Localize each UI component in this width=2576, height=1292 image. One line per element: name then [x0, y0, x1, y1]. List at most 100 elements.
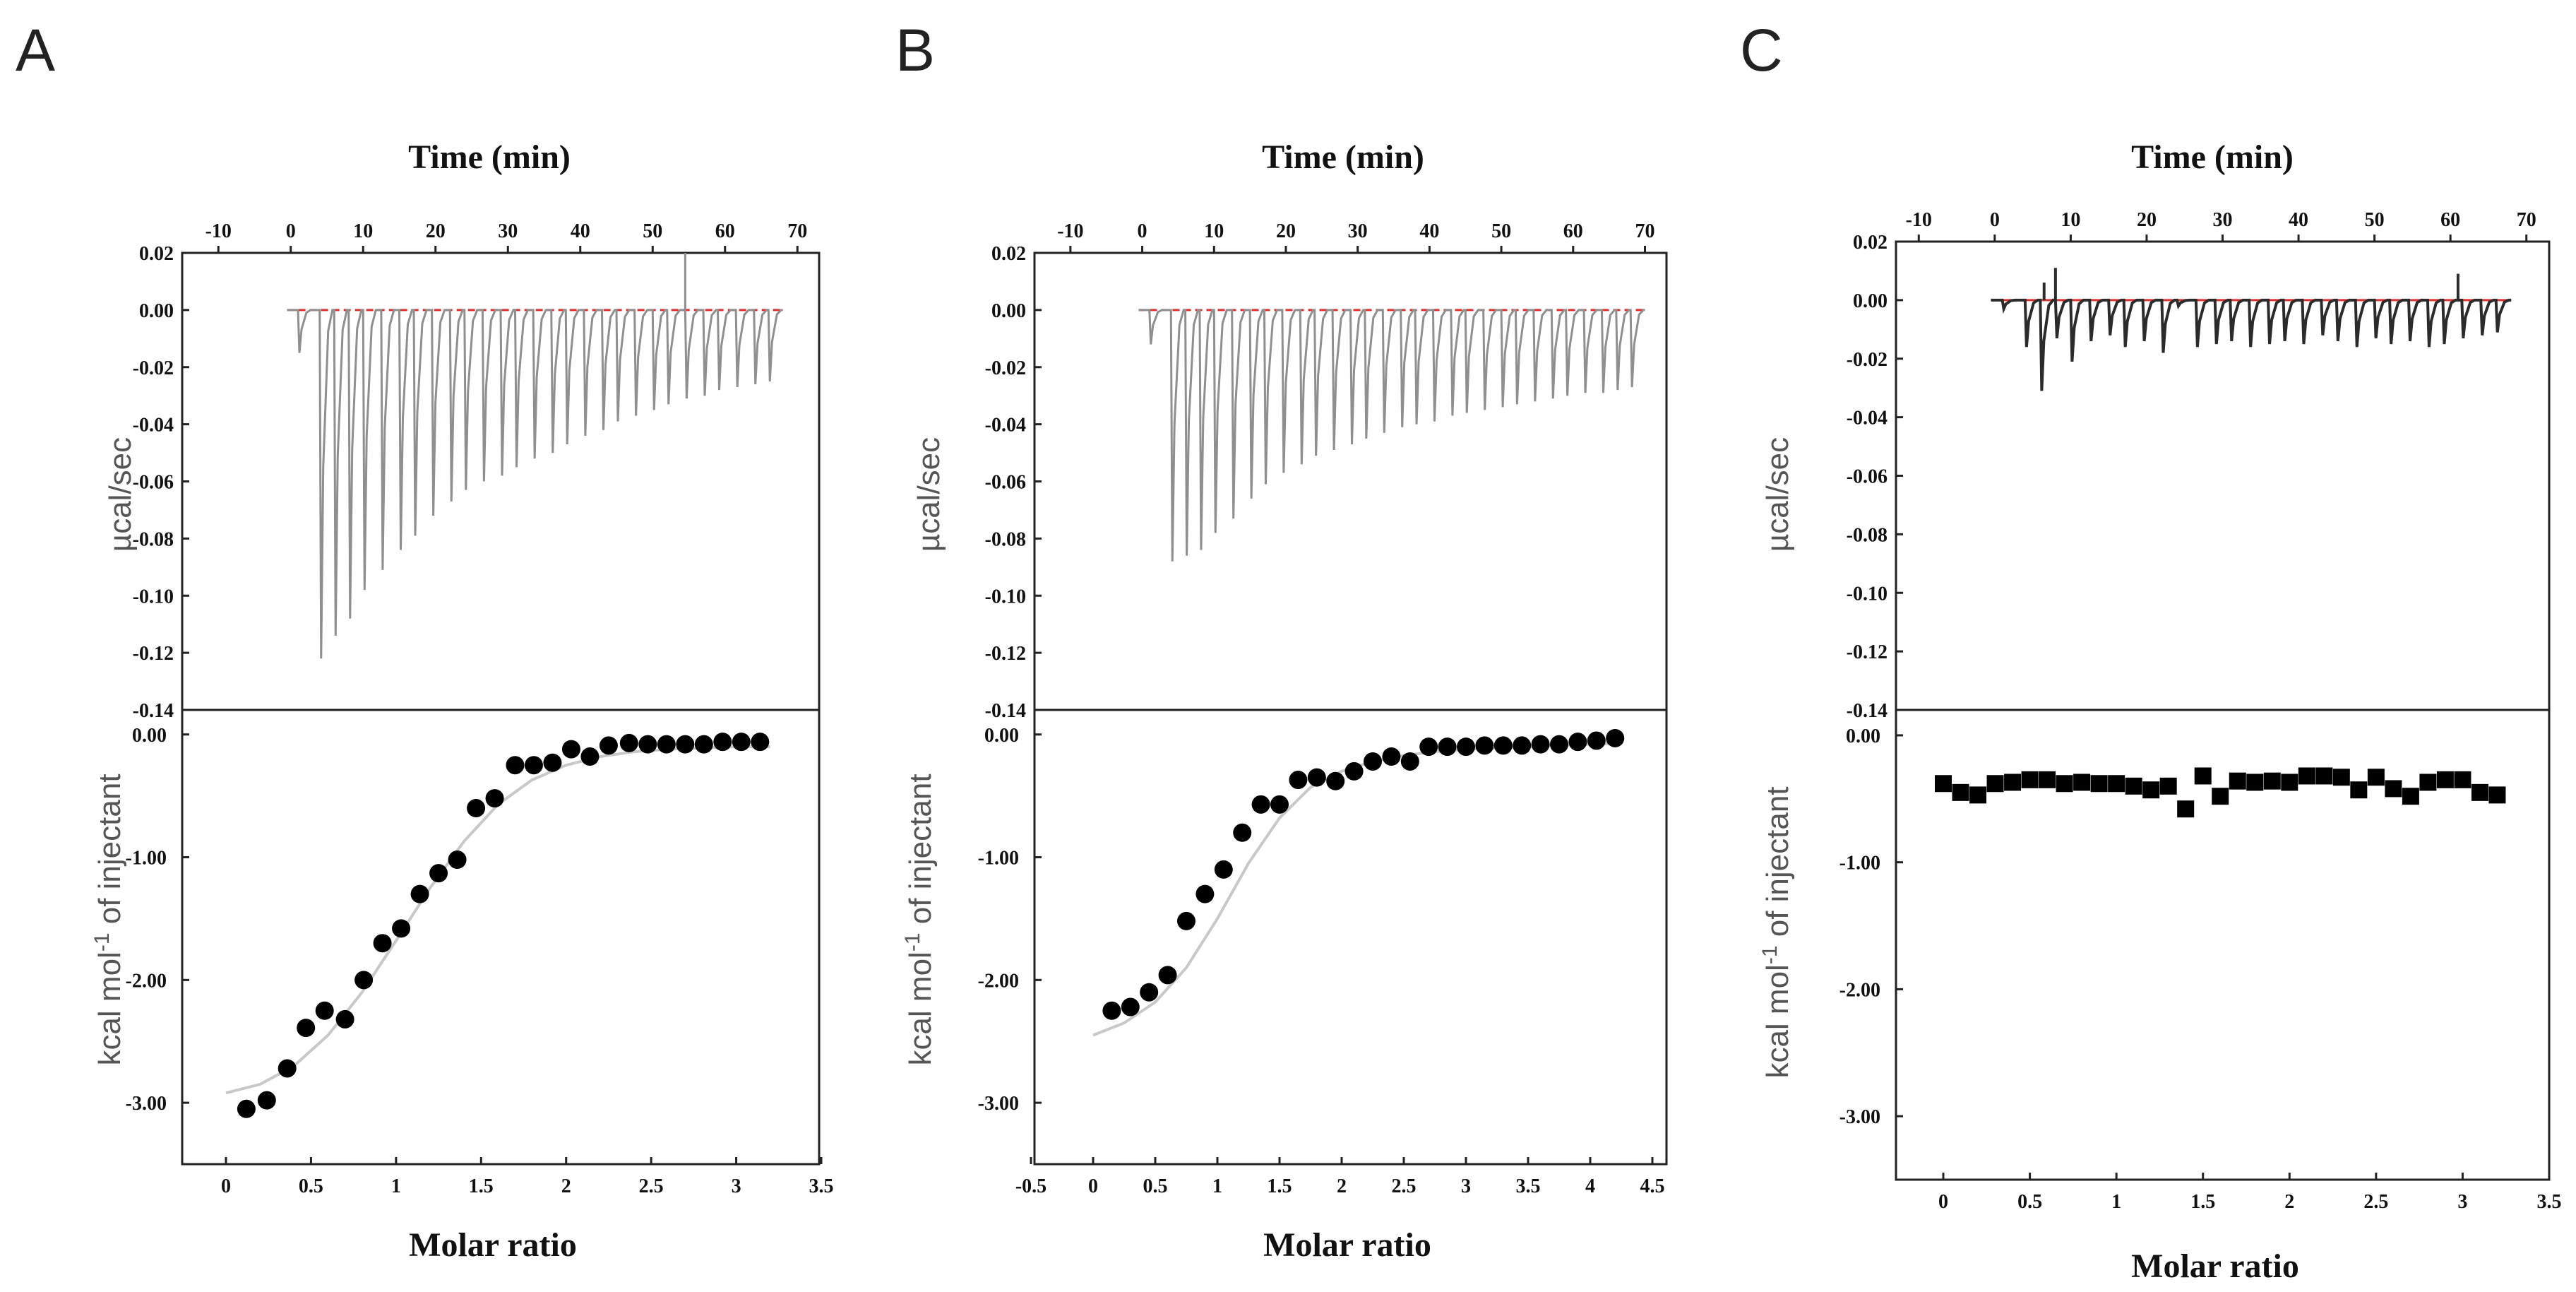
- top-x-tick-label: 40: [571, 220, 590, 242]
- top-x-tick-label: -10: [1906, 209, 1932, 231]
- top-y-tick-label: 0.00: [1853, 290, 1888, 312]
- bottom-x-tick-label: 0.5: [2017, 1191, 2042, 1213]
- bottom-y-tick-label: -1.00: [978, 848, 1019, 870]
- data-point: [2039, 771, 2056, 788]
- bottom-y-axis-title: kcal mol-1 of injectant: [901, 774, 938, 1065]
- top-x-tick-label: 20: [426, 220, 446, 242]
- top-x-tick-label: 20: [1276, 220, 1296, 242]
- top-y-tick-label: -0.12: [985, 643, 1026, 665]
- data-point: [373, 934, 392, 953]
- top-y-tick-label: 0.02: [1853, 232, 1888, 254]
- bottom-x-axis-title: Molar ratio: [409, 1226, 577, 1264]
- thermogram-trace: [1991, 298, 2512, 391]
- bottom-x-tick-label: 1: [2111, 1191, 2121, 1213]
- data-point: [676, 735, 695, 754]
- top-x-axis-title: Time (min): [408, 138, 571, 176]
- data-point: [732, 733, 751, 752]
- data-point: [1952, 783, 1969, 801]
- top-y-tick-label: -0.06: [133, 472, 174, 494]
- data-point: [1568, 733, 1587, 752]
- data-point: [2246, 774, 2264, 791]
- data-point: [506, 756, 525, 775]
- top-x-tick-label: -10: [205, 220, 232, 242]
- top-y-axis-title: µcal/sec: [103, 437, 138, 552]
- data-point: [1195, 884, 1215, 903]
- data-point: [1270, 795, 1289, 814]
- data-point: [1140, 983, 1159, 1002]
- bottom-y-tick-label: -3.00: [126, 1093, 167, 1115]
- top-y-tick-label: -0.08: [1847, 524, 1888, 546]
- top-y-tick-label: 0.02: [991, 243, 1026, 265]
- data-point: [485, 789, 504, 808]
- data-point: [1513, 736, 1532, 755]
- data-point: [2350, 781, 2368, 799]
- data-point: [2056, 775, 2073, 793]
- top-y-tick-label: -0.08: [985, 528, 1026, 550]
- ylabel-main: kcal mol: [93, 952, 127, 1065]
- bottom-x-tick-label: 2.5: [1392, 1175, 1417, 1197]
- panel-letter: A: [16, 17, 55, 83]
- data-point: [2471, 783, 2488, 801]
- data-point: [713, 733, 732, 752]
- data-point: [2194, 767, 2212, 785]
- data-point: [2021, 771, 2039, 788]
- bottom-y-tick-label: -2.00: [978, 970, 1019, 992]
- data-point: [237, 1099, 256, 1118]
- bottom-x-tick-label: 3: [732, 1175, 741, 1197]
- bottom-x-tick-label: -0.5: [1015, 1175, 1046, 1197]
- data-point: [2125, 777, 2142, 795]
- top-x-tick-label: 30: [498, 220, 518, 242]
- data-point: [2298, 767, 2315, 785]
- data-point: [2090, 775, 2108, 793]
- data-point: [2212, 788, 2229, 805]
- data-point: [1400, 752, 1419, 771]
- panel-a: A Time (min) µcal/sec kcal mol-1 of inje…: [16, 17, 834, 1264]
- ylabel-sup: -1: [1758, 945, 1782, 964]
- bottom-plot-frame: [1895, 709, 2551, 1181]
- bottom-x-tick-label: 4.5: [1640, 1175, 1665, 1197]
- bottom-x-tick-label: 1: [1212, 1175, 1222, 1197]
- data-point: [1606, 728, 1625, 747]
- top-y-axis-title: µcal/sec: [912, 437, 946, 552]
- top-plot-frame: [1895, 240, 2551, 711]
- ylabel-rest: of injectant: [1760, 786, 1795, 945]
- data-point: [1457, 737, 1475, 757]
- top-x-tick-label: 50: [1491, 220, 1511, 242]
- top-x-tick-label: 30: [1348, 220, 1368, 242]
- data-point: [1364, 752, 1382, 771]
- bottom-y-axis-title: kcal mol-1 of injectant: [1758, 786, 1796, 1078]
- top-y-tick-label: 0.00: [991, 300, 1026, 322]
- data-point: [1986, 775, 2004, 793]
- top-y-tick-label: -0.14: [985, 700, 1026, 722]
- top-y-tick-label: -0.14: [133, 700, 174, 722]
- data-point: [657, 735, 676, 754]
- data-point: [392, 919, 411, 938]
- top-y-tick-label: -0.02: [133, 357, 174, 379]
- bottom-x-tick-label: 0.5: [299, 1175, 323, 1197]
- data-point: [524, 756, 543, 775]
- top-y-tick-label: -0.10: [133, 586, 174, 608]
- data-point: [1121, 997, 1140, 1017]
- bottom-x-tick-label: 0: [1088, 1175, 1098, 1197]
- data-point: [2332, 769, 2350, 786]
- top-y-tick-label: -0.04: [133, 415, 174, 437]
- bottom-x-tick-label: 2.5: [2363, 1191, 2388, 1213]
- top-y-tick-label: -0.02: [1847, 349, 1888, 371]
- top-x-tick-label: 60: [2440, 209, 2460, 231]
- data-point: [543, 753, 562, 772]
- data-point: [1251, 795, 1270, 814]
- bottom-x-tick-label: 1.5: [1268, 1175, 1292, 1197]
- data-point: [1493, 736, 1513, 755]
- top-y-tick-label: -0.12: [1847, 641, 1888, 663]
- bottom-y-tick-label: -1.00: [1839, 853, 1880, 875]
- bottom-y-tick-label: -3.00: [978, 1093, 1019, 1115]
- thermogram-trace: [287, 309, 783, 659]
- data-point: [2419, 774, 2437, 791]
- bottom-y-tick-label: -3.00: [1839, 1106, 1880, 1128]
- ylabel-rest: of injectant: [903, 774, 938, 932]
- top-x-tick-label: 10: [353, 220, 373, 242]
- bottom-y-tick-label: -1.00: [126, 848, 167, 870]
- panel-letter: B: [895, 17, 935, 83]
- data-point: [2367, 769, 2385, 786]
- top-y-tick-label: -0.02: [985, 357, 1026, 379]
